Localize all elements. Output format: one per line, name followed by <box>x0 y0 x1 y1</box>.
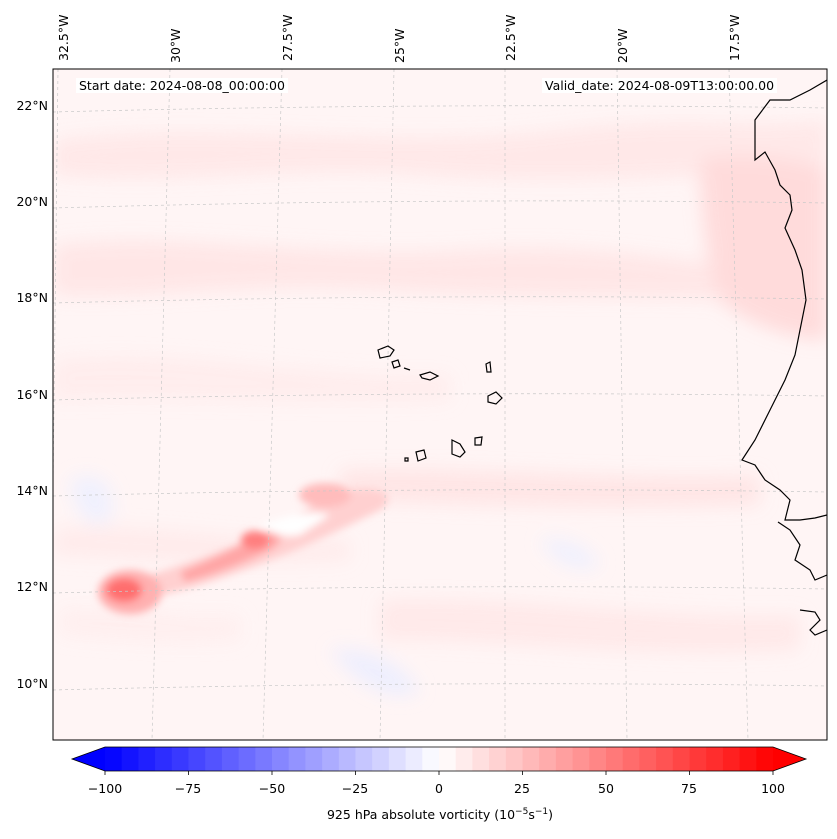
colorbar-bin <box>555 747 574 771</box>
lat-label-10n: 10°N <box>16 676 48 691</box>
lon-label-20w: 20°W <box>615 28 630 63</box>
colorbar-bin <box>322 747 340 771</box>
colorbar-bin <box>372 747 390 771</box>
colorbar-bin <box>522 747 540 771</box>
lat-label-16n: 16°N <box>16 387 48 402</box>
lon-label-32-5w: 32.5°W <box>56 14 71 61</box>
colorbar-tick-label: −50 <box>258 781 286 796</box>
colorbar-bin <box>505 747 524 771</box>
lat-label-18n: 18°N <box>16 290 48 305</box>
colorbar-bin <box>305 747 323 771</box>
colorbar-bin <box>472 747 490 771</box>
colorbar-bin <box>606 747 624 771</box>
lon-label-30w: 30°W <box>168 28 183 63</box>
colorbar-bin <box>706 747 724 771</box>
coastline <box>377 79 827 636</box>
colorbar-bin <box>205 747 223 771</box>
vorticity-field <box>53 69 827 740</box>
colorbar-bin <box>622 747 640 771</box>
lat-label-12n: 12°N <box>16 579 48 594</box>
colorbar-bin <box>756 747 774 771</box>
lat-label-14n: 14°N <box>16 483 48 498</box>
colorbar-bin <box>572 747 590 771</box>
colorbar-bin <box>489 747 507 771</box>
lon-label-22-5w: 22.5°W <box>503 14 518 61</box>
lat-label-20n: 20°N <box>16 194 48 209</box>
colorbar-bin <box>656 747 674 771</box>
colorbar-bin <box>589 747 607 771</box>
graticule <box>53 69 827 740</box>
map-frame <box>52 68 828 741</box>
colorbar-bin <box>672 747 691 771</box>
colorbar-bin <box>272 747 290 771</box>
colorbar-bin <box>221 747 240 771</box>
lon-label-25w: 25°W <box>392 28 407 63</box>
colorbar-bin <box>739 747 757 771</box>
colorbar-bin <box>455 747 473 771</box>
colorbar-tick-label: 0 <box>435 781 443 796</box>
colorbar-bin <box>238 747 256 771</box>
colorbar-bin <box>722 747 741 771</box>
colorbar-bin <box>188 747 206 771</box>
colorbar-extend-max <box>773 747 806 771</box>
colorbar-bin <box>639 747 657 771</box>
lon-label-17-5w: 17.5°W <box>727 14 742 61</box>
lat-label-22n: 22°N <box>16 98 48 113</box>
colorbar-tick-label: −75 <box>174 781 202 796</box>
colorbar-bin <box>338 747 357 771</box>
colorbar-extend-min <box>72 747 105 771</box>
colorbar-bin <box>689 747 707 771</box>
colorbar-tick-label: 100 <box>761 781 785 796</box>
colorbar-tick-label: −25 <box>341 781 369 796</box>
colorbar-tick-label: 25 <box>514 781 530 796</box>
colorbar-bin <box>288 747 306 771</box>
valid-date-label: Valid_date: 2024-08-09T13:00:00.00 <box>542 78 778 93</box>
colorbar-bin <box>255 747 273 771</box>
colorbar-bin <box>138 747 156 771</box>
colorbar-bin <box>171 747 190 771</box>
colorbar-tick-label: 50 <box>598 781 614 796</box>
colorbar-bin <box>388 747 407 771</box>
colorbar-bin <box>539 747 557 771</box>
colorbar-bin <box>405 747 423 771</box>
lon-label-27-5w: 27.5°W <box>280 14 295 61</box>
colorbar-bin <box>121 747 139 771</box>
colorbar-bin <box>422 747 440 771</box>
colorbar-bin <box>105 747 123 771</box>
start-date-label: Start date: 2024-08-08_00:00:00 <box>76 78 288 93</box>
colorbar-tick-label: −100 <box>87 781 123 796</box>
colorbar-bin <box>355 747 373 771</box>
colorbar-bin <box>439 747 457 771</box>
colorbar-label: 925 hPa absolute vorticity (10−5s−1) <box>326 807 553 823</box>
colorbar-bin <box>155 747 173 771</box>
colorbar <box>70 746 808 775</box>
colorbar-tick-label: 75 <box>681 781 697 796</box>
